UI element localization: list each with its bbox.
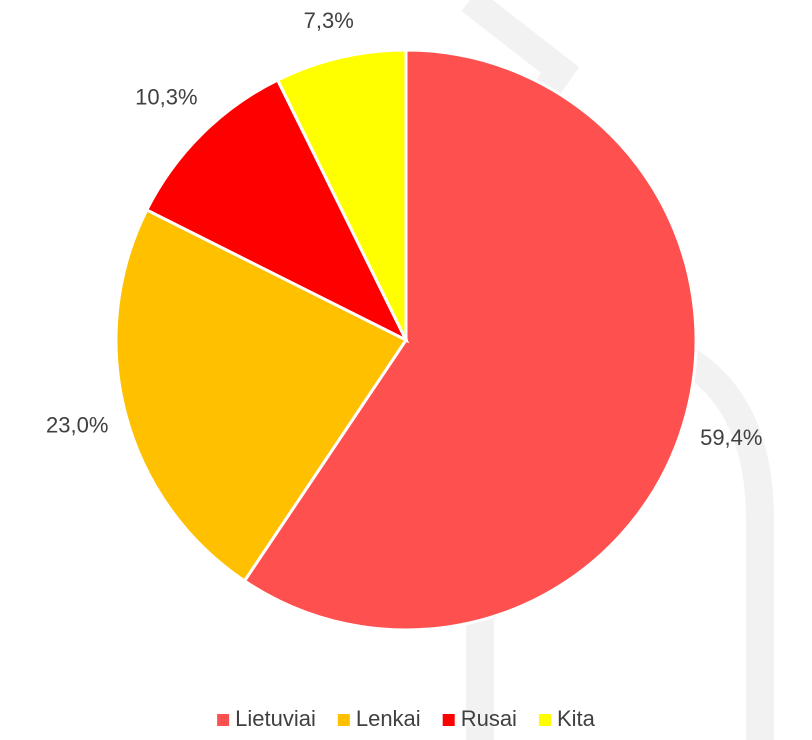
pie-slice [275, 48, 408, 341]
legend-swatch [337, 714, 350, 726]
pie-slice [114, 207, 409, 583]
data-label: 10,3% [135, 85, 197, 110]
legend-label: Lietuviai [235, 706, 316, 731]
pie-slice [242, 48, 698, 632]
legend-swatch [442, 714, 455, 726]
legend-label: Lenkai [356, 706, 421, 731]
legend: Lietuviai Lenkai Rusai Kita [217, 706, 596, 731]
legend-swatch [538, 714, 551, 726]
data-label: 23,0% [46, 412, 108, 437]
legend-swatch [217, 714, 230, 726]
data-label: 59,4% [700, 425, 762, 450]
pie-slice [144, 77, 410, 344]
legend-label: Rusai [461, 706, 517, 731]
legend-label: Kita [557, 706, 596, 731]
data-label: 7,3% [304, 8, 354, 33]
